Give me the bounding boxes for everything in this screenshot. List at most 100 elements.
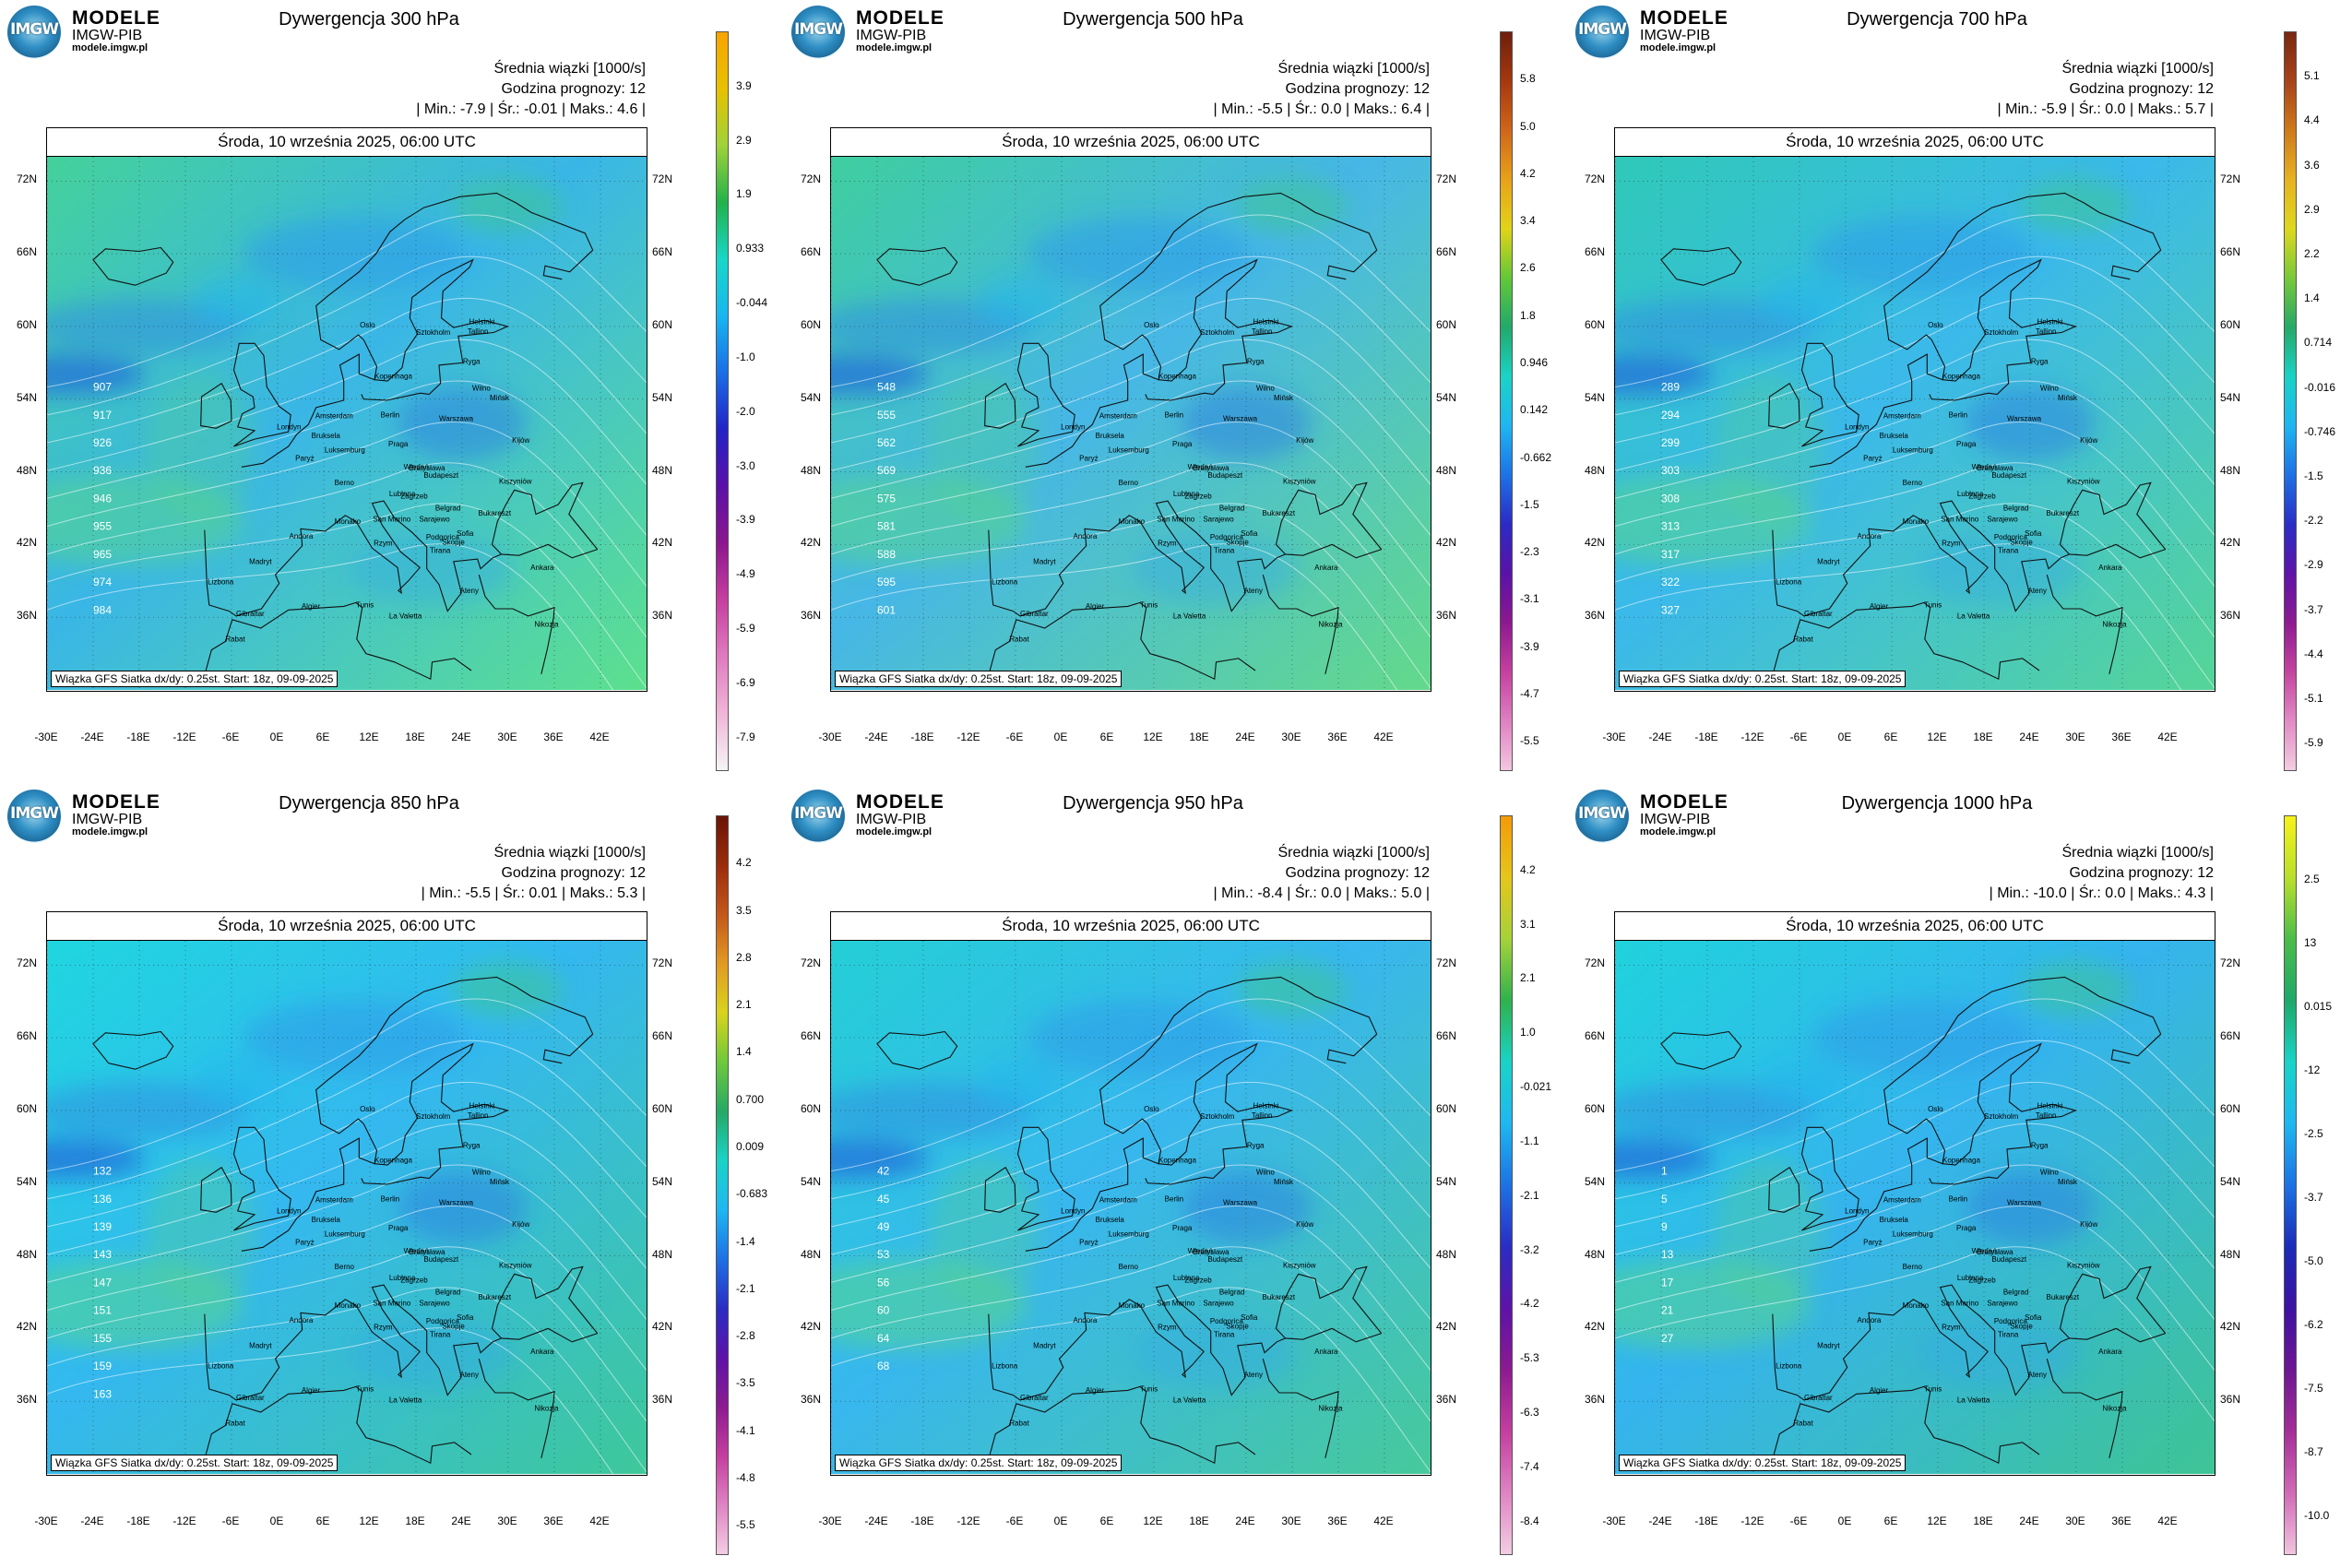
- city-label: Gibraltar: [236, 610, 265, 618]
- longitude-label: -30E: [34, 1515, 58, 1527]
- contour-line: [831, 1206, 1431, 1371]
- city-label: Kiszyniów: [1283, 478, 1316, 486]
- city-label: Monako: [1903, 1301, 1930, 1310]
- contour-label: 45: [877, 1193, 890, 1206]
- longitude-label: -30E: [1602, 731, 1626, 743]
- imgw-logo-icon: IMGW: [1575, 790, 1629, 843]
- panel-stats: | Min.: -5.9 | Śr.: 0.0 | Maks.: 5.7 |: [1997, 101, 2214, 117]
- colorbar-label: -2.2: [2304, 514, 2323, 528]
- city-label: Tirana: [1214, 547, 1235, 555]
- longitude-label: 18E: [1189, 731, 1209, 743]
- contour-line: [47, 503, 647, 689]
- city-label: Ateny: [2028, 587, 2047, 595]
- colorbar-label: -3.7: [2304, 1190, 2323, 1204]
- coastline: [241, 192, 594, 468]
- contour-line: [47, 1123, 647, 1269]
- city-label: Tirana: [430, 547, 451, 555]
- latitude-label: 72N: [17, 956, 38, 970]
- divergence-panel: IMGW MODELE IMGW-PIB modele.imgw.pl Dywe…: [0, 0, 784, 784]
- latitude-label: 72N: [1436, 172, 1457, 186]
- latitude-label: 36N: [2220, 609, 2241, 623]
- colorbar-label: 2.1: [736, 998, 752, 1012]
- city-label: Tallinn: [1252, 1111, 1273, 1120]
- city-label: Wiedeń: [1972, 1247, 1997, 1255]
- colorbar-label: 0.009: [736, 1139, 765, 1153]
- city-label: Kopenhaga: [1158, 372, 1196, 380]
- city-label: Tallinn: [2036, 1111, 2057, 1120]
- latitude-label: 66N: [1585, 1029, 1606, 1043]
- contour-label: 151: [93, 1304, 112, 1317]
- longitude-label: 6E: [1099, 731, 1114, 743]
- colorbar-label: 2.9: [736, 133, 752, 147]
- city-label: Bratysława: [1194, 1248, 1230, 1256]
- latitude-label: 36N: [17, 1393, 38, 1407]
- colorbar-label: 1.4: [736, 1045, 752, 1059]
- longitude-label: 6E: [1883, 1515, 1898, 1527]
- city-label: Rabat: [225, 1419, 245, 1427]
- city-label: Lublana: [1173, 1274, 1200, 1282]
- colorbar-label: -3.1: [1520, 592, 1539, 606]
- longitude-label: 36E: [2111, 1515, 2132, 1527]
- longitude-label: 36E: [543, 731, 564, 743]
- city-label: Praga: [388, 440, 409, 448]
- latitude-label: 66N: [1436, 245, 1457, 259]
- city-label: Ankara: [1314, 1348, 1338, 1356]
- city-label: Amsterdam: [1099, 1196, 1137, 1205]
- latitude-label: 48N: [17, 1247, 38, 1261]
- latitude-label: 72N: [1585, 172, 1606, 186]
- latitude-label: 42N: [652, 1320, 673, 1334]
- colorbar-label: 2.5: [2304, 872, 2320, 885]
- longitude-label: -18E: [1694, 731, 1718, 743]
- panel-subtitle: Średnia wiązki [1000/s]: [493, 61, 646, 77]
- city-label: Bukareszt: [2047, 1293, 2080, 1301]
- city-label: Budapeszt: [423, 1255, 459, 1264]
- city-label: Lizbona: [1776, 1362, 1802, 1371]
- contour-line: [47, 422, 647, 587]
- brand-url: modele.imgw.pl: [856, 826, 932, 837]
- city-label: Rabat: [1009, 635, 1029, 643]
- coastline: [1016, 342, 1075, 447]
- colorbar-label: -3.0: [736, 458, 755, 472]
- city-label: Zagrzeb: [1184, 1276, 1212, 1284]
- city-label: Praga: [388, 1224, 409, 1232]
- city-label: Berno: [335, 479, 355, 487]
- longitude-label: 18E: [405, 731, 425, 743]
- divergence-panel: IMGW MODELE IMGW-PIB modele.imgw.pl Dywe…: [1568, 0, 2352, 784]
- city-label: Lizbona: [208, 1362, 234, 1371]
- colorbar-label: -12: [2304, 1063, 2321, 1076]
- longitude-label: -6E: [1789, 1515, 1808, 1527]
- city-label: Nikozja: [1318, 1405, 1343, 1413]
- contour-label: 965: [93, 548, 112, 561]
- panel-stats: | Min.: -7.9 | Śr.: -0.01 | Maks.: 4.6 |: [416, 101, 646, 117]
- contour-label: 984: [93, 603, 112, 616]
- city-label: Lublana: [1957, 1274, 1984, 1282]
- city-label: Berlin: [1165, 410, 1183, 419]
- coastline: [1262, 575, 1339, 675]
- city-label: Ryga: [2031, 358, 2049, 366]
- city-label: Tunis: [1140, 601, 1158, 610]
- contour-line: [831, 1039, 1431, 1200]
- brand-url: modele.imgw.pl: [72, 826, 148, 837]
- panel-subtitle: Średnia wiązki [1000/s]: [1277, 845, 1430, 861]
- latitude-label: 60N: [2220, 1101, 2241, 1115]
- longitude-label: -24E: [864, 731, 888, 743]
- city-label: Tunis: [1924, 601, 1942, 610]
- model-footnote: Wiązka GFS Siatka dx/dy: 0.25st. Start: …: [835, 671, 1123, 687]
- latitude-label: 66N: [652, 1029, 673, 1043]
- imgw-logo-icon: IMGW: [791, 6, 845, 59]
- contour-label: 21: [1661, 1304, 1674, 1317]
- latitude-label: 48N: [801, 1247, 822, 1261]
- city-label: Bukareszt: [479, 1293, 512, 1301]
- city-label: Podgorica: [426, 1317, 460, 1325]
- city-label: Praga: [1956, 1224, 1977, 1232]
- geopotential-contours: 289 294 299 303 308 313 317 322 327: [1615, 214, 2215, 690]
- forecast-date: Środa, 10 września 2025, 06:00 UTC: [831, 128, 1431, 157]
- latitude-label: 72N: [1436, 956, 1457, 970]
- colorbar-label: 0.946: [1520, 355, 1549, 369]
- forecast-hour: Godzina prognozy: 12: [501, 81, 646, 97]
- city-label: Mińsk: [490, 1178, 510, 1186]
- logo-text: IMGW: [1578, 804, 1627, 823]
- brand-org: IMGW-PIB: [1640, 812, 1711, 827]
- latitude-label: 36N: [801, 609, 822, 623]
- contour-label: 595: [877, 576, 896, 588]
